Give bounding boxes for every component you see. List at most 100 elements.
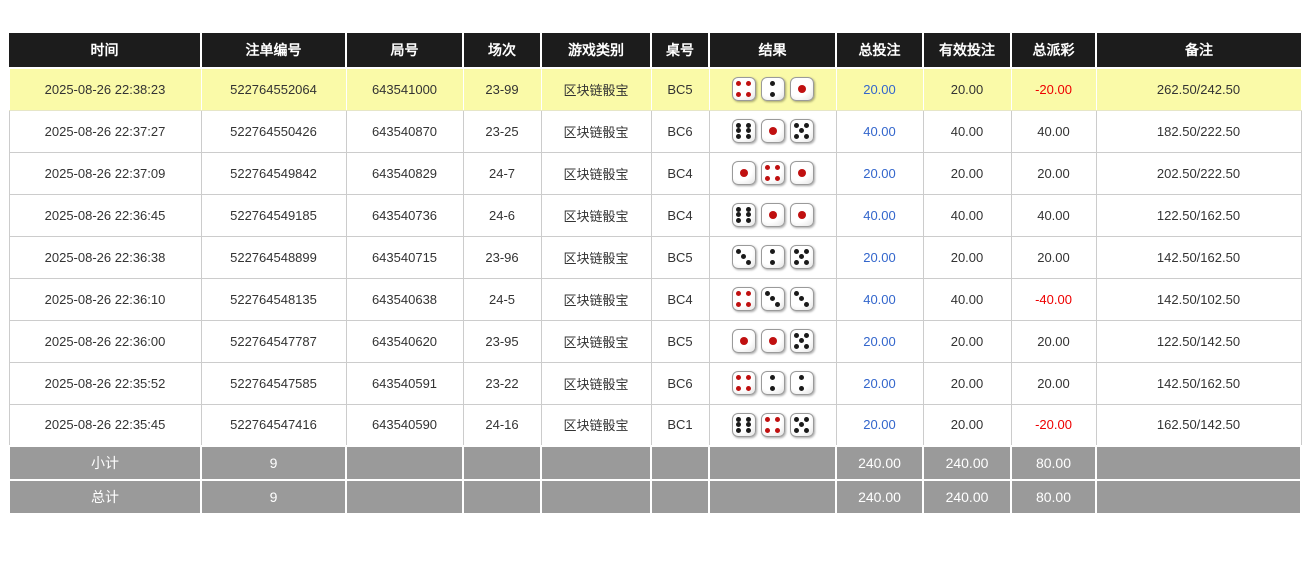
footer-cell-valid_bet: 240.00 bbox=[922, 445, 1012, 481]
cell-table_no: BC5 bbox=[650, 319, 710, 363]
cell-game_type: 区块链骰宝 bbox=[540, 67, 652, 111]
table-row[interactable]: 2025-08-26 22:36:00 522764547787 643540620… bbox=[8, 319, 1302, 363]
cell-valid_bet: 20.00 bbox=[922, 67, 1012, 111]
table-row[interactable]: 2025-08-26 22:38:23 522764552064 643541000… bbox=[8, 67, 1302, 111]
cell-bet_id: 522764549842 bbox=[200, 151, 347, 195]
table-row[interactable]: 2025-08-26 22:37:09 522764549842 643540829… bbox=[8, 151, 1302, 195]
footer-cell-empty bbox=[462, 479, 542, 515]
cell-time: 2025-08-26 22:37:27 bbox=[8, 109, 202, 153]
cell-total_bet: 20.00 bbox=[835, 361, 924, 405]
footer-cell-label: 总计 bbox=[8, 479, 202, 515]
column-header-round_id: 局号 bbox=[346, 33, 464, 69]
cell-round_id: 643540870 bbox=[345, 109, 464, 153]
dice-result bbox=[712, 161, 834, 185]
die-icon-1 bbox=[760, 203, 785, 227]
die-icon-1 bbox=[731, 161, 756, 185]
cell-time: 2025-08-26 22:35:52 bbox=[8, 361, 202, 405]
table-row[interactable]: 2025-08-26 22:36:10 522764548135 643540638… bbox=[8, 277, 1302, 321]
table-header: 时间 注单编号 局号 场次 游戏类别 桌号 结果 总投注 有效投注 总派彩 备注 bbox=[9, 33, 1301, 69]
cell-result bbox=[708, 235, 837, 279]
table-row[interactable]: 2025-08-26 22:36:38 522764548899 643540715… bbox=[8, 235, 1302, 279]
cell-remark: 142.50/162.50 bbox=[1095, 235, 1302, 279]
cell-table_no: BC4 bbox=[650, 277, 710, 321]
dice-result bbox=[712, 77, 834, 102]
column-header-result: 结果 bbox=[709, 33, 837, 69]
footer-cell-empty bbox=[1095, 479, 1302, 515]
cell-round_id: 643540591 bbox=[345, 361, 464, 405]
table-row[interactable]: 2025-08-26 22:35:45 522764547416 643540590… bbox=[8, 403, 1302, 447]
table-row[interactable]: 2025-08-26 22:37:27 522764550426 643540870… bbox=[8, 109, 1302, 153]
die-icon-1 bbox=[731, 329, 756, 353]
footer-cell-empty bbox=[650, 445, 710, 481]
footer-cell-empty bbox=[708, 445, 837, 481]
cell-table_no: BC6 bbox=[650, 109, 710, 153]
cell-table_no: BC6 bbox=[650, 361, 710, 405]
cell-total_bet: 20.00 bbox=[835, 151, 924, 195]
cell-table_no: BC1 bbox=[650, 403, 710, 447]
cell-bet_id: 522764548135 bbox=[200, 277, 347, 321]
footer-cell-count: 9 bbox=[200, 479, 347, 515]
column-header-total_bet: 总投注 bbox=[836, 33, 924, 69]
cell-round_id: 643540620 bbox=[345, 319, 464, 363]
footer-cell-total_bet: 240.00 bbox=[835, 445, 924, 481]
footer-cell-payout: 80.00 bbox=[1010, 479, 1097, 515]
cell-round_id: 643540590 bbox=[345, 403, 464, 447]
die-icon-4 bbox=[760, 412, 785, 437]
cell-payout: 20.00 bbox=[1010, 319, 1097, 363]
cell-payout: -40.00 bbox=[1010, 277, 1097, 321]
column-header-time: 时间 bbox=[9, 33, 202, 69]
footer-cell-count: 9 bbox=[200, 445, 347, 481]
cell-time: 2025-08-26 22:36:38 bbox=[8, 235, 202, 279]
footer-cell-empty bbox=[1095, 445, 1302, 481]
cell-result bbox=[708, 151, 837, 195]
cell-time: 2025-08-26 22:36:00 bbox=[8, 319, 202, 363]
cell-total_bet: 20.00 bbox=[835, 235, 924, 279]
footer-cell-empty bbox=[345, 479, 464, 515]
cell-game_type: 区块链骰宝 bbox=[540, 403, 652, 447]
cell-game_type: 区块链骰宝 bbox=[540, 361, 652, 405]
cell-time: 2025-08-26 22:38:23 bbox=[8, 67, 202, 111]
footer-cell-valid_bet: 240.00 bbox=[922, 479, 1012, 515]
cell-payout: 20.00 bbox=[1010, 235, 1097, 279]
cell-game_type: 区块链骰宝 bbox=[540, 193, 652, 237]
cell-game_type: 区块链骰宝 bbox=[540, 235, 652, 279]
cell-valid_bet: 20.00 bbox=[922, 235, 1012, 279]
cell-table_no: BC4 bbox=[650, 193, 710, 237]
cell-round_id: 643540829 bbox=[345, 151, 464, 195]
cell-bet_id: 522764547416 bbox=[200, 403, 347, 447]
cell-valid_bet: 40.00 bbox=[922, 277, 1012, 321]
column-header-payout: 总派彩 bbox=[1011, 33, 1097, 69]
die-icon-4 bbox=[731, 371, 756, 395]
cell-payout: -20.00 bbox=[1010, 403, 1097, 447]
cell-result bbox=[708, 193, 837, 237]
dice-result bbox=[712, 287, 834, 311]
footer-cell-empty bbox=[345, 445, 464, 481]
cell-remark: 142.50/102.50 bbox=[1095, 277, 1302, 321]
cell-bet_id: 522764548899 bbox=[200, 235, 347, 279]
die-icon-2 bbox=[760, 245, 785, 269]
table-body: 2025-08-26 22:38:23 522764552064 643541000… bbox=[8, 67, 1302, 447]
column-header-valid_bet: 有效投注 bbox=[923, 33, 1012, 69]
column-header-bet_id: 注单编号 bbox=[201, 33, 347, 69]
die-icon-3 bbox=[760, 287, 785, 311]
die-icon-5 bbox=[789, 329, 814, 353]
table-row[interactable]: 2025-08-26 22:36:45 522764549185 643540736… bbox=[8, 193, 1302, 237]
cell-session: 23-22 bbox=[462, 361, 542, 405]
cell-valid_bet: 20.00 bbox=[922, 151, 1012, 195]
bet-records-table: 时间 注单编号 局号 场次 游戏类别 桌号 结果 总投注 有效投注 总派彩 备注 2025-08-2… bbox=[8, 33, 1302, 515]
cell-payout: -20.00 bbox=[1010, 67, 1097, 111]
cell-game_type: 区块链骰宝 bbox=[540, 319, 652, 363]
table-row[interactable]: 2025-08-26 22:35:52 522764547585 643540591… bbox=[8, 361, 1302, 405]
cell-game_type: 区块链骰宝 bbox=[540, 151, 652, 195]
dice-result bbox=[712, 371, 834, 395]
cell-session: 24-6 bbox=[462, 193, 542, 237]
cell-remark: 202.50/222.50 bbox=[1095, 151, 1302, 195]
cell-table_no: BC5 bbox=[650, 67, 710, 111]
cell-result bbox=[708, 361, 837, 405]
die-icon-1 bbox=[760, 119, 785, 143]
cell-valid_bet: 20.00 bbox=[922, 403, 1012, 447]
die-icon-6 bbox=[731, 412, 756, 437]
table-footer: 小计 9 240.00 240.00 80.00 总计 9 240.00 240.00 80.00 bbox=[8, 445, 1302, 515]
cell-payout: 40.00 bbox=[1010, 193, 1097, 237]
die-icon-1 bbox=[789, 77, 814, 102]
